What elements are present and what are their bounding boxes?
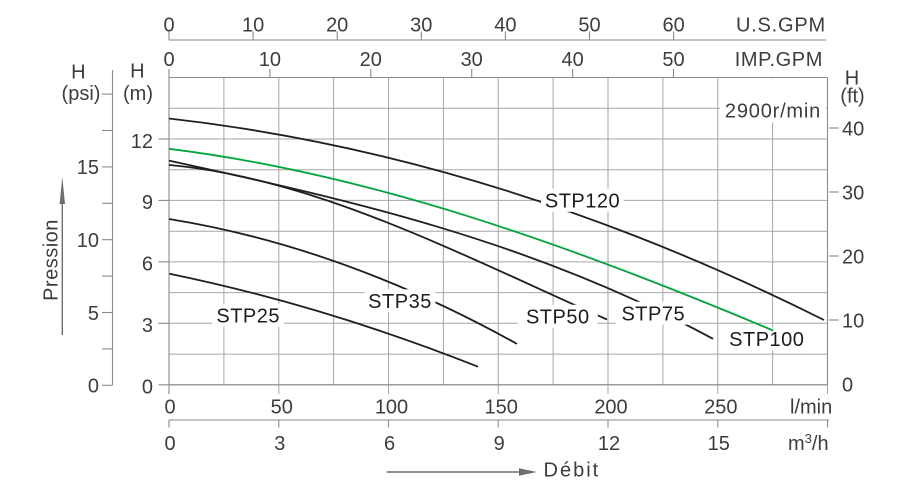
- svg-text:30: 30: [410, 14, 432, 36]
- svg-text:50: 50: [271, 397, 293, 419]
- svg-text:Pression: Pression: [41, 219, 63, 301]
- svg-text:STP25: STP25: [216, 306, 280, 328]
- svg-text:STP50: STP50: [526, 307, 590, 329]
- svg-text:10: 10: [242, 14, 264, 36]
- svg-text:40: 40: [561, 49, 583, 71]
- svg-text:0: 0: [164, 433, 175, 455]
- svg-text:(m): (m): [123, 83, 153, 105]
- svg-text:0: 0: [163, 49, 174, 71]
- svg-text:0: 0: [164, 397, 175, 419]
- svg-text:20: 20: [360, 49, 382, 71]
- svg-text:H: H: [71, 61, 85, 83]
- svg-text:12: 12: [131, 131, 153, 153]
- svg-text:10: 10: [77, 230, 99, 252]
- svg-text:40: 40: [842, 118, 864, 140]
- svg-text:H: H: [130, 60, 144, 82]
- svg-text:15: 15: [708, 433, 730, 455]
- svg-text:250: 250: [704, 397, 737, 419]
- svg-text:STP100: STP100: [729, 329, 804, 351]
- svg-text:0: 0: [142, 377, 153, 399]
- svg-text:5: 5: [88, 303, 99, 325]
- svg-text:IMP.GPM: IMP.GPM: [735, 49, 823, 71]
- svg-text:20: 20: [326, 14, 348, 36]
- svg-text:(psi): (psi): [62, 83, 101, 105]
- svg-text:50: 50: [578, 14, 600, 36]
- svg-text:Débit: Débit: [544, 459, 601, 481]
- svg-text:9: 9: [494, 433, 505, 455]
- svg-text:50: 50: [662, 49, 684, 71]
- svg-text:10: 10: [259, 49, 281, 71]
- svg-text:3: 3: [142, 315, 153, 337]
- svg-text:30: 30: [842, 182, 864, 204]
- svg-text:200: 200: [594, 397, 627, 419]
- svg-text:12: 12: [598, 433, 620, 455]
- svg-text:0: 0: [88, 376, 99, 398]
- svg-text:3: 3: [274, 433, 285, 455]
- svg-text:40: 40: [494, 14, 516, 36]
- svg-text:20: 20: [842, 246, 864, 268]
- svg-text:STP120: STP120: [545, 191, 620, 213]
- svg-text:0: 0: [842, 374, 853, 396]
- svg-text:U.S.GPM: U.S.GPM: [736, 14, 826, 36]
- svg-text:2900r/min: 2900r/min: [725, 101, 821, 123]
- svg-text:150: 150: [485, 397, 518, 419]
- svg-text:l/min: l/min: [790, 397, 832, 419]
- svg-text:6: 6: [142, 254, 153, 276]
- svg-text:9: 9: [142, 192, 153, 214]
- svg-text:30: 30: [461, 49, 483, 71]
- svg-text:60: 60: [662, 14, 684, 36]
- svg-text:15: 15: [77, 157, 99, 179]
- svg-text:10: 10: [842, 310, 864, 332]
- svg-text:100: 100: [375, 397, 408, 419]
- svg-text:STP35: STP35: [368, 291, 432, 313]
- svg-text:0: 0: [163, 14, 174, 36]
- svg-text:(ft): (ft): [840, 85, 864, 107]
- svg-text:STP75: STP75: [621, 304, 685, 326]
- svg-text:H: H: [845, 67, 859, 89]
- svg-text:6: 6: [384, 433, 395, 455]
